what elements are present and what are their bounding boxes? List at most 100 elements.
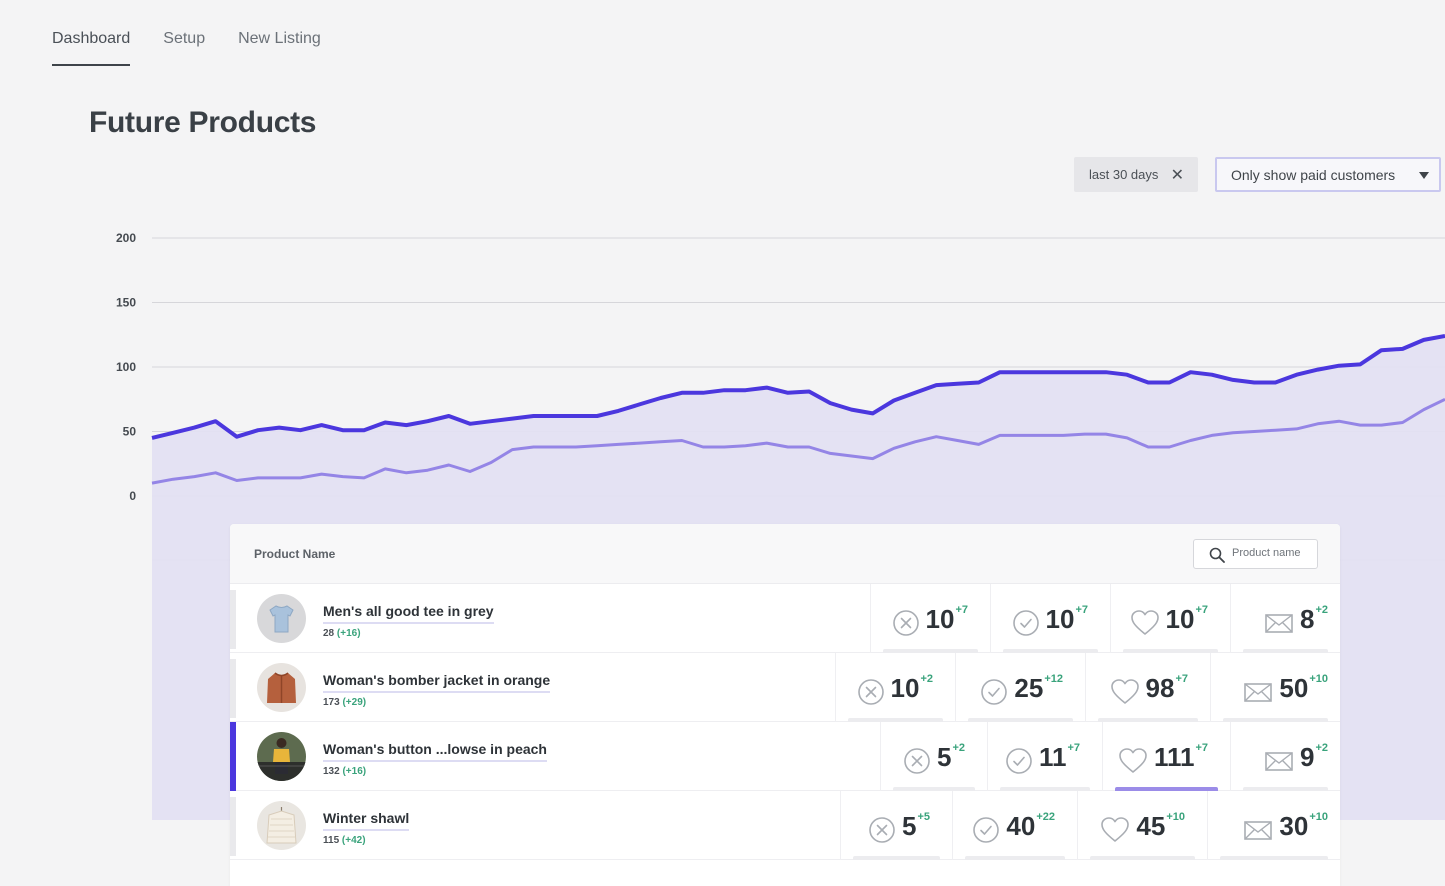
metric-delta: +10 — [1166, 811, 1185, 823]
metric-delta: +12 — [1044, 673, 1063, 685]
product-count: 28 (+16) — [323, 628, 361, 639]
y-tick-label: 200 — [116, 231, 136, 245]
tab-setup[interactable]: Setup — [163, 30, 206, 47]
metric-check-circle[interactable]: 11 +7 — [987, 722, 1102, 791]
metric-bar — [883, 649, 978, 653]
metric-value: 8 — [1299, 604, 1315, 634]
metric-delta: +7 — [1067, 742, 1080, 754]
chart-series-line-secondary — [151, 397, 1445, 485]
metric-mail[interactable]: 30 +10 — [1207, 791, 1340, 860]
metric-mail[interactable]: 8 +2 — [1230, 584, 1340, 653]
metric-delta: +2 — [920, 673, 933, 685]
table-row[interactable]: Woman's bomber jacket in orange 173 (+29)… — [230, 653, 1340, 722]
metric-delta: +10 — [1309, 811, 1328, 823]
metric-bar — [1123, 649, 1218, 653]
product-name-link[interactable]: Men's all good tee in grey — [323, 603, 494, 624]
product-count-value: 132 — [323, 766, 340, 777]
metric-heart[interactable]: 10 +7 — [1110, 584, 1230, 653]
heart-icon — [1118, 742, 1154, 780]
check-circle-icon — [972, 811, 1006, 849]
metric-value: 111 — [1153, 742, 1195, 772]
metric-bar — [1223, 718, 1328, 722]
metric-bar — [1090, 856, 1195, 860]
metric-bar — [1000, 787, 1090, 791]
product-thumbnail-image — [257, 663, 306, 712]
metric-value: 9 — [1299, 742, 1315, 772]
metric-bar — [1243, 787, 1328, 791]
x-circle-icon — [857, 673, 891, 711]
heart-icon — [1100, 811, 1136, 849]
table-row[interactable]: Men's all good tee in grey 28 (+16) 10 +7 10… — [230, 584, 1340, 653]
product-thumbnail — [257, 594, 306, 643]
product-search[interactable] — [1193, 539, 1318, 569]
table-row[interactable]: Woman's button ...lowse in peach 132 (+16… — [230, 722, 1340, 791]
metric-bar — [1220, 856, 1328, 860]
metric-value: 25 — [1014, 673, 1044, 703]
y-tick-label: 0 — [129, 489, 136, 503]
metric-value: 5 — [936, 742, 952, 772]
product-count-delta: (+29) — [342, 697, 367, 708]
mail-icon — [1264, 742, 1300, 780]
metric-delta: +10 — [1309, 673, 1328, 685]
metric-delta: +2 — [952, 742, 965, 754]
caret-down-icon — [1419, 172, 1429, 179]
metric-bar — [853, 856, 940, 860]
search-input[interactable] — [1232, 547, 1314, 559]
row-edge-indicator — [230, 659, 236, 718]
metric-x-circle[interactable]: 5 +2 — [880, 722, 987, 791]
chart-series-line-primary — [151, 334, 1445, 440]
date-filter-chip[interactable]: last 30 days ✕ — [1074, 157, 1198, 192]
metric-x-circle[interactable]: 10 +7 — [870, 584, 990, 653]
metric-check-circle[interactable]: 10 +7 — [990, 584, 1110, 653]
metric-value: 10 — [1045, 604, 1075, 634]
metric-heart[interactable]: 111 +7 — [1102, 722, 1230, 791]
product-name-link[interactable]: Woman's button ...lowse in peach — [323, 741, 547, 762]
mail-icon — [1243, 673, 1279, 711]
product-name-link[interactable]: Woman's bomber jacket in orange — [323, 672, 551, 693]
mail-icon — [1243, 811, 1279, 849]
metric-delta: +7 — [1075, 604, 1088, 616]
product-count-value: 173 — [323, 697, 340, 708]
product-count-value: 28 — [323, 628, 335, 639]
metric-mail[interactable]: 50 +10 — [1210, 653, 1340, 722]
product-count: 173 (+29) — [323, 697, 366, 708]
customer-filter-value: Only show paid customers — [1231, 166, 1396, 183]
close-icon[interactable]: ✕ — [1170, 167, 1184, 184]
top-nav: Dashboard Setup New Listing — [52, 30, 321, 66]
heart-icon — [1130, 604, 1166, 642]
customer-filter-select[interactable]: Only show paid customers — [1215, 157, 1441, 192]
search-icon — [1209, 547, 1225, 563]
column-title: Product Name — [254, 547, 336, 561]
metric-bar — [1243, 649, 1328, 653]
metric-delta: +7 — [1175, 673, 1188, 685]
metric-check-circle[interactable]: 25 +12 — [955, 653, 1085, 722]
product-count: 132 (+16) — [323, 766, 366, 777]
product-name-link[interactable]: Winter shawl — [323, 810, 410, 831]
metric-value: 5 — [901, 811, 917, 841]
tab-dashboard[interactable]: Dashboard — [52, 30, 131, 66]
y-tick-label: 50 — [123, 425, 137, 439]
metric-x-circle[interactable]: 10 +2 — [835, 653, 955, 722]
metric-check-circle[interactable]: 40 +22 — [952, 791, 1077, 860]
metric-heart[interactable]: 98 +7 — [1085, 653, 1210, 722]
metric-bar — [1003, 649, 1098, 653]
metric-x-circle[interactable]: 5 +5 — [840, 791, 952, 860]
heart-icon — [1110, 673, 1146, 711]
product-count: 115 (+42) — [323, 835, 366, 846]
y-tick-label: 100 — [116, 360, 136, 374]
metric-mail[interactable]: 9 +2 — [1230, 722, 1340, 791]
table-row[interactable]: Winter shawl 115 (+42) 5 +5 40 +22 45 +10 30 +10 — [230, 791, 1340, 860]
metric-heart[interactable]: 45 +10 — [1077, 791, 1207, 860]
page-title: Future Products — [89, 106, 317, 139]
metric-value: 11 — [1038, 742, 1067, 772]
metric-bar — [1115, 787, 1218, 791]
tab-new-listing[interactable]: New Listing — [238, 30, 321, 47]
product-thumbnail-image — [257, 594, 306, 643]
row-edge-indicator — [230, 797, 236, 856]
metric-value: 50 — [1279, 673, 1309, 703]
row-edge-indicator — [230, 590, 236, 649]
metric-delta: +22 — [1036, 811, 1055, 823]
metric-delta: +5 — [917, 811, 930, 823]
metric-value: 98 — [1145, 673, 1175, 703]
metric-value: 10 — [1165, 604, 1195, 634]
